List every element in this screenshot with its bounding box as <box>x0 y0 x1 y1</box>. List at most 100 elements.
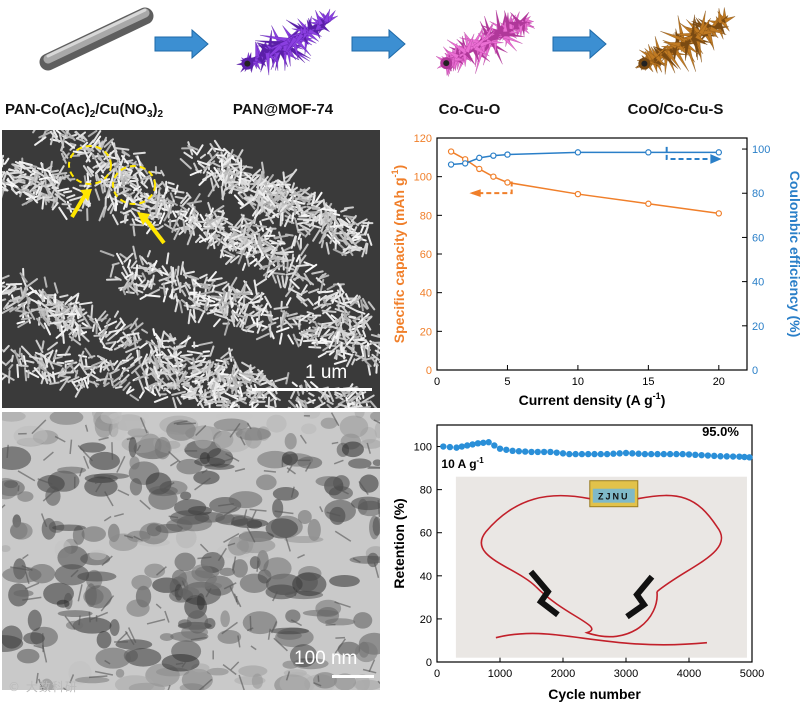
data-point <box>474 440 482 447</box>
y2-tick-label: 0 <box>752 365 758 377</box>
data-point <box>654 450 661 458</box>
stage-label-co-cu-o: Co-Cu-O <box>438 101 501 118</box>
y2-tick-label: 60 <box>752 232 764 244</box>
data-point <box>566 450 573 458</box>
wire <box>637 494 723 593</box>
co-cu-o-spiky-fiber <box>435 10 535 77</box>
x-tick-label: 5 <box>504 376 510 388</box>
pointer-arrow <box>70 189 92 219</box>
wire <box>480 494 590 588</box>
y-axis-label: Specific capacity (mAh g-1) <box>390 165 407 343</box>
data-point <box>469 441 476 448</box>
wire <box>535 586 658 638</box>
data-point <box>641 450 649 458</box>
data-point <box>528 448 535 456</box>
y2-tick-label: 20 <box>752 321 764 333</box>
data-point <box>729 453 737 460</box>
sem-scale-label: 1 um <box>305 362 348 383</box>
y-tick-label: 60 <box>420 528 432 540</box>
data-point <box>704 452 712 459</box>
data-point <box>574 190 582 198</box>
tem-image: 100 nm <box>2 412 380 690</box>
x-axis-label: Current density (A g-1) <box>519 391 666 408</box>
x-tick-label: 0 <box>434 376 440 388</box>
stage-label-mof74: PAN@MOF-74 <box>232 101 334 118</box>
pointer-arrow <box>137 212 166 245</box>
data-point <box>741 453 748 461</box>
battery-cell <box>625 574 655 620</box>
y2-axis-label: Coulombic efficiency (%) <box>787 171 800 337</box>
retention-annotation: 95.0% <box>702 424 739 439</box>
y-tick-label: 20 <box>420 614 432 626</box>
sem-image: 1 um <box>2 130 380 408</box>
data-point <box>610 450 617 457</box>
data-point <box>585 450 592 458</box>
data-point <box>629 450 636 457</box>
x-tick-label: 3000 <box>614 668 638 680</box>
data-point <box>534 448 541 456</box>
process-arrow-3 <box>552 28 607 60</box>
data-point <box>446 443 454 451</box>
data-point <box>504 179 511 186</box>
y-tick-label: 40 <box>420 288 432 300</box>
x-tick-label: 5000 <box>740 668 764 680</box>
highlight-circle <box>68 145 112 185</box>
x-tick-label: 1000 <box>488 668 512 680</box>
battery-cell <box>528 569 560 618</box>
y-axis-label: Retention (%) <box>391 498 407 588</box>
pan-fiber-rod <box>39 7 154 71</box>
data-point <box>578 450 586 458</box>
display-panel <box>592 488 635 503</box>
data-point <box>746 454 753 461</box>
highlight-circle <box>112 165 156 205</box>
data-point <box>645 149 652 156</box>
data-point <box>648 450 655 458</box>
series-line <box>450 150 719 215</box>
device-photo-inset: ZJNU <box>455 476 747 658</box>
data-point <box>458 443 466 450</box>
data-point <box>572 450 579 458</box>
y-tick-label: 60 <box>420 249 432 261</box>
y-tick-label: 0 <box>426 657 432 669</box>
schematic-row: PAN-Co(Ac)2/Cu(NO3)2 PAN@MOF-74 Co-Cu-O … <box>0 0 800 130</box>
data-point <box>490 152 497 159</box>
data-point <box>504 151 511 158</box>
data-point <box>715 210 723 217</box>
data-point <box>679 450 686 458</box>
left-axis-arrowhead <box>469 189 481 197</box>
data-point <box>616 450 623 457</box>
watermark-logo-icon: © <box>8 680 21 694</box>
y-tick-label: 100 <box>414 172 432 184</box>
data-point <box>522 448 529 455</box>
data-point <box>622 449 630 457</box>
data-point <box>440 443 447 450</box>
stage-label-precursor: PAN-Co(Ac)2/Cu(NO3)2 <box>5 101 164 120</box>
data-point <box>476 154 483 162</box>
cycling-stability-chart: 0 1000 2000 3000 4000 5000 0 20 40 60 80 100 95.0% 10… <box>391 424 764 702</box>
data-point <box>447 161 455 168</box>
data-point <box>447 148 455 155</box>
data-point <box>476 165 483 173</box>
data-point <box>660 450 667 458</box>
data-point <box>666 450 674 458</box>
x-tick-label: 4000 <box>677 668 701 680</box>
data-point <box>723 453 730 460</box>
y-tick-label: 100 <box>414 442 432 454</box>
coo-co-cu-s-spiky-fiber <box>635 7 736 75</box>
y-tick-label: 120 <box>414 133 432 145</box>
process-arrow-1 <box>154 28 209 60</box>
y-tick-label: 80 <box>420 210 432 222</box>
data-point <box>673 450 680 458</box>
data-point <box>717 453 724 460</box>
data-point <box>461 160 469 167</box>
rate-capability-chart: 0 5 10 15 20 0 20 40 60 80 100 120 0 20 40 60 80 100 Curre… <box>390 133 800 408</box>
sem-texture <box>2 130 380 408</box>
watermark: © 大数科研 <box>8 680 78 694</box>
data-point <box>645 200 652 207</box>
right-axis-arrow <box>665 146 716 160</box>
x-tick-label: 20 <box>713 376 725 388</box>
schematic-graphics <box>39 7 736 77</box>
data-point <box>635 450 642 457</box>
y2-tick-label: 40 <box>752 277 764 289</box>
y-tick-label: 80 <box>420 485 432 497</box>
